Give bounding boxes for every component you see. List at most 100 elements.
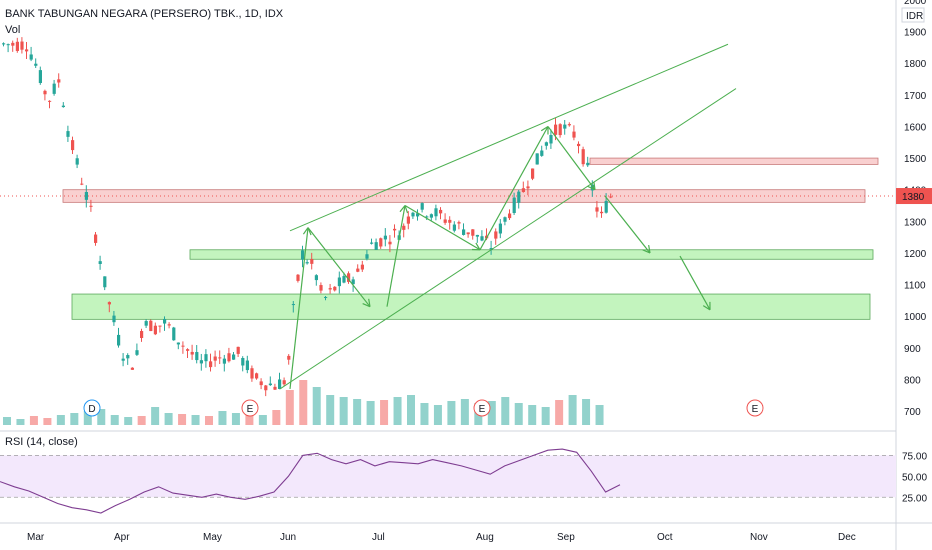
candle-body: [176, 342, 180, 345]
candle-body: [48, 100, 52, 102]
volume-bar: [366, 401, 375, 425]
candle-body: [163, 319, 167, 324]
price-tick-label: 900: [904, 344, 921, 355]
volume-bar: [555, 400, 564, 425]
candle-body: [319, 285, 323, 291]
candle-body: [347, 273, 351, 282]
price-tick-label: 800: [904, 375, 921, 386]
candle-body: [264, 385, 268, 391]
candle-body: [199, 360, 203, 364]
candle-body: [333, 286, 337, 291]
candle-body: [457, 222, 461, 224]
price-tick-label: 1800: [904, 59, 927, 70]
candle-body: [609, 196, 613, 198]
volume-bar: [43, 418, 52, 425]
candle-body: [135, 350, 139, 355]
zone-support-2: [189, 249, 874, 260]
candle-body: [186, 349, 190, 351]
event-marker-2: [473, 399, 491, 417]
candle-body: [508, 213, 512, 219]
candle-body: [411, 212, 415, 217]
volume-bar: [16, 419, 25, 425]
candle-body: [38, 70, 42, 84]
rsi-band: [0, 455, 896, 498]
price-tick-label: 700: [904, 407, 921, 418]
candle-body: [218, 357, 222, 359]
candle-body: [535, 153, 539, 165]
candle-body: [581, 149, 585, 165]
candle-body: [310, 259, 314, 264]
arrow-head: [475, 242, 481, 251]
rsi-line: [0, 448, 621, 514]
candle-body: [204, 354, 208, 362]
candle-body: [429, 214, 433, 218]
candle-body: [342, 276, 346, 283]
candle-body: [11, 42, 15, 46]
volume-bar: [231, 413, 240, 425]
rsi-label: RSI (14, close): [5, 436, 78, 448]
volume-bar: [582, 399, 591, 425]
candle-body: [503, 217, 507, 222]
candle-body: [126, 355, 130, 359]
candle-body: [328, 288, 332, 290]
candle-body: [466, 232, 470, 235]
candle-body: [498, 223, 502, 234]
price-tick-label: 1600: [904, 122, 927, 133]
trend-arrow: [386, 205, 406, 307]
rsi-tick-label: 25.00: [902, 493, 927, 504]
candle-body: [75, 158, 79, 165]
time-tick-label: May: [203, 532, 222, 543]
candle-body: [144, 321, 148, 326]
arrow-head: [648, 244, 651, 254]
candle-body: [494, 231, 498, 239]
last-price-label: 1380: [902, 192, 925, 203]
candle-body: [112, 315, 116, 323]
candle-body: [604, 200, 608, 213]
candle-body: [512, 197, 516, 214]
candle-body: [489, 248, 493, 250]
volume-bar: [110, 415, 119, 425]
candle-body: [57, 79, 61, 83]
trend-arrow: [547, 126, 596, 191]
candle-body: [84, 192, 88, 200]
volume-bar: [501, 397, 510, 425]
volume-bar: [299, 380, 308, 425]
volume-bar: [393, 397, 402, 425]
candle-body: [439, 209, 443, 214]
volume-bar: [56, 415, 65, 425]
volume-bar: [326, 395, 335, 425]
volume-bar: [164, 413, 173, 425]
candle-body: [324, 296, 328, 298]
candle-body: [388, 241, 392, 245]
candle-body: [567, 124, 571, 126]
candle-body: [448, 219, 452, 223]
candle-body: [526, 186, 530, 189]
candle-body: [586, 162, 590, 166]
symbol-title: BANK TABUNGAN NEGARA (PERSERO) TBK., 1D,…: [5, 8, 284, 20]
arrow-head: [368, 298, 371, 307]
candle-body: [595, 207, 599, 212]
candle-body: [255, 373, 259, 379]
volume-bar: [528, 405, 537, 425]
candle-body: [172, 327, 176, 341]
candle-body: [278, 379, 282, 389]
candle-body: [296, 274, 300, 281]
arrow-head: [702, 305, 711, 311]
candle-body: [117, 334, 121, 346]
volume-bar: [447, 401, 456, 425]
candle-body: [443, 219, 447, 223]
candle-body: [245, 360, 249, 371]
candle-body: [236, 346, 240, 354]
last-price-tag: [896, 188, 932, 205]
candle-body: [94, 234, 98, 243]
candle-body: [572, 131, 576, 138]
candle-body: [383, 235, 387, 240]
channel-upper-line: [289, 43, 729, 232]
candle-body: [544, 142, 548, 146]
candle-body: [554, 124, 558, 135]
candle-body: [475, 234, 479, 237]
candle-body: [140, 331, 144, 339]
volume-bar: [218, 411, 227, 425]
